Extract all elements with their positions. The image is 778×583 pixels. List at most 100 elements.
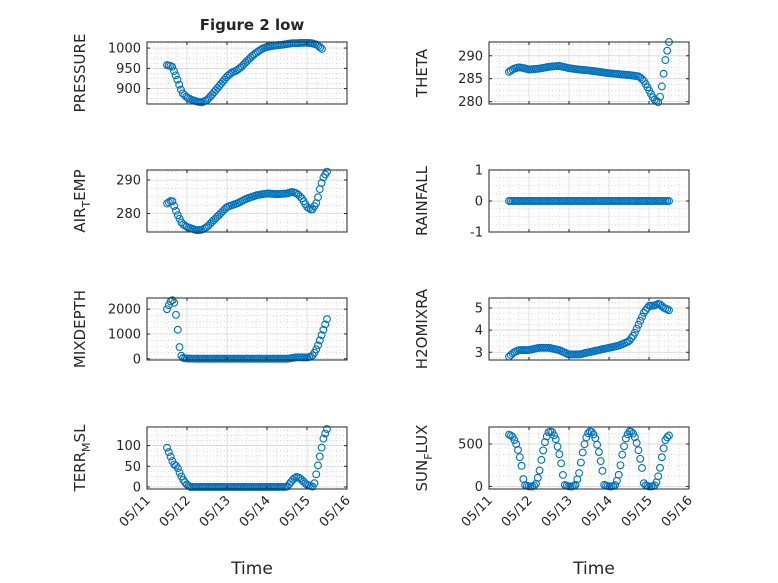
data-point xyxy=(665,306,673,315)
data-point xyxy=(163,443,171,452)
data-point xyxy=(571,480,580,489)
data-point xyxy=(555,450,564,459)
data-point xyxy=(578,448,587,457)
data-point xyxy=(636,316,645,325)
data-point xyxy=(539,446,548,455)
y-tick-label: 2000 xyxy=(108,303,141,318)
data-point xyxy=(222,203,231,212)
data-point xyxy=(611,481,620,490)
data-point xyxy=(166,452,175,461)
data-point xyxy=(632,324,641,333)
data-point xyxy=(510,436,519,444)
data-point xyxy=(614,470,623,479)
axes-box xyxy=(488,426,690,490)
data-point xyxy=(632,438,641,447)
y-tick-label: 0 xyxy=(475,195,483,210)
data-point xyxy=(656,92,664,101)
data-point xyxy=(553,442,562,451)
data-point xyxy=(314,461,322,470)
data-point xyxy=(317,178,326,187)
data-series xyxy=(163,296,331,363)
data-series xyxy=(505,427,673,491)
data-point xyxy=(171,71,180,80)
data-series xyxy=(505,197,673,205)
data-point xyxy=(316,43,325,52)
data-point xyxy=(558,471,567,479)
axes-box xyxy=(146,297,348,361)
data-point xyxy=(576,458,585,467)
y-tick-label: 0 xyxy=(133,352,141,367)
data-point xyxy=(290,474,299,483)
data-point xyxy=(315,336,324,345)
data-point xyxy=(594,448,603,456)
y-tick-label: 280 xyxy=(458,95,483,110)
figure-title: Figure 2 low xyxy=(200,16,305,34)
data-point xyxy=(321,320,330,329)
data-point xyxy=(173,464,182,473)
data-point xyxy=(173,325,182,334)
data-point xyxy=(312,345,321,354)
data-point xyxy=(535,466,544,475)
data-point xyxy=(620,442,629,451)
subplot-h2omixra: 3 4 5 H2OMIXRA xyxy=(413,288,690,369)
data-point xyxy=(515,453,524,462)
data-point xyxy=(514,446,522,454)
y-tick-label: 100 xyxy=(116,439,141,454)
data-series xyxy=(505,38,673,107)
y-tick-label: 900 xyxy=(116,82,141,97)
data-point xyxy=(319,434,328,443)
data-point xyxy=(508,65,517,74)
data-point xyxy=(163,305,171,314)
data-point xyxy=(170,202,179,210)
data-point xyxy=(557,459,566,468)
data-point xyxy=(170,67,178,76)
data-series xyxy=(163,167,331,235)
data-point xyxy=(627,427,636,436)
data-point xyxy=(315,452,324,461)
data-series xyxy=(505,299,673,361)
data-point xyxy=(575,469,584,477)
subplot-mixdepth: 0 1000 2000 MIXDEPTH xyxy=(71,290,348,368)
data-point xyxy=(323,167,331,176)
data-point xyxy=(318,44,326,53)
y-tick-label: 0 xyxy=(133,480,141,495)
data-point xyxy=(175,214,184,223)
data-point xyxy=(634,446,643,455)
data-point xyxy=(627,334,636,343)
y-tick-label: 285 xyxy=(458,72,483,87)
data-point xyxy=(317,443,326,452)
data-point xyxy=(168,197,177,206)
y-tick-label: 1000 xyxy=(108,327,141,342)
y-tick-label: 3 xyxy=(475,346,483,361)
data-point xyxy=(638,312,646,321)
data-point xyxy=(549,431,558,440)
y-tick-label: 50 xyxy=(124,460,141,475)
data-point xyxy=(551,435,560,444)
axes-box xyxy=(146,169,348,233)
data-point xyxy=(517,461,526,470)
y-axis-label: TERRMSL xyxy=(71,424,93,493)
data-point xyxy=(636,454,645,463)
y-axis-label: AIRTEMP xyxy=(71,169,93,232)
data-point xyxy=(659,444,668,453)
axes-box xyxy=(146,41,348,105)
y-axis-label: H2OMIXRA xyxy=(413,288,431,369)
data-point xyxy=(172,310,180,319)
y-tick-label: 290 xyxy=(116,174,141,189)
data-point xyxy=(616,461,625,470)
data-point xyxy=(582,433,591,442)
subplot-air_temp: 280 290 AIRTEMP xyxy=(71,167,348,235)
data-point xyxy=(630,433,639,442)
data-point xyxy=(621,434,630,443)
y-tick-label: 290 xyxy=(458,49,483,64)
data-point xyxy=(164,198,173,207)
data-point xyxy=(584,429,593,438)
data-point xyxy=(661,56,670,65)
data-point xyxy=(629,429,637,438)
data-point xyxy=(657,453,666,462)
data-point xyxy=(537,455,546,464)
subplot-pressure: 900 950 1000 PRESSURE xyxy=(71,34,348,112)
data-point xyxy=(317,331,326,340)
data-point xyxy=(175,343,184,352)
y-tick-label: 0 xyxy=(475,480,483,495)
